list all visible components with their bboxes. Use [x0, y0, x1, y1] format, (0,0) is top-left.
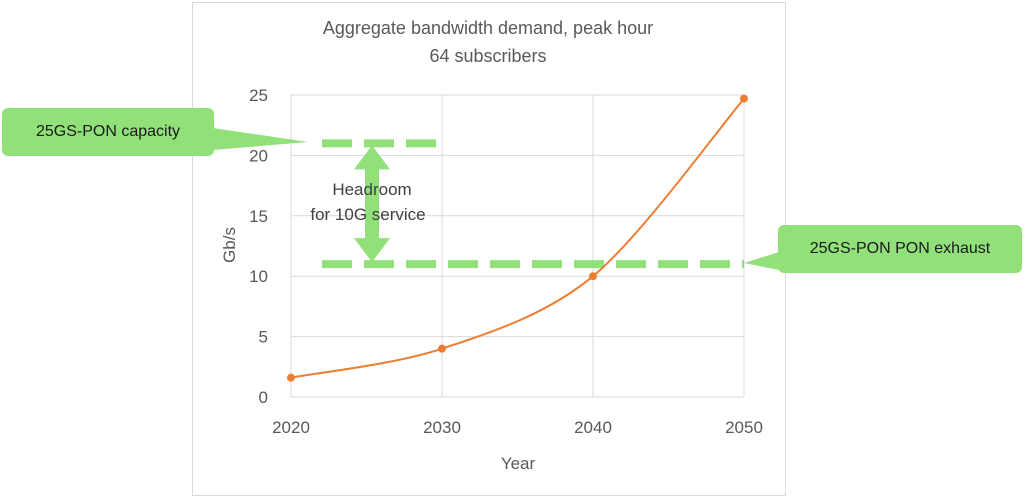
y-tick-label: 10 — [249, 267, 268, 286]
exhaust-callout-pointer — [744, 252, 779, 270]
callout-capacity: 25GS-PON capacity — [2, 108, 214, 156]
x-tick-label: 2040 — [574, 418, 612, 437]
chart-subtitle: 64 subscribers — [429, 46, 546, 66]
demand-point — [287, 373, 295, 382]
headroom-annotation: Headroom for 10G service — [310, 145, 426, 263]
y-tick-label: 25 — [249, 86, 268, 105]
demand-point — [438, 344, 446, 353]
headroom-arrow-down — [354, 238, 390, 263]
gridlines — [290, 94, 745, 398]
demand-point — [740, 94, 748, 103]
y-tick-label: 20 — [249, 146, 268, 165]
callout-capacity-label: 25GS-PON capacity — [35, 123, 181, 140]
demand-line — [290, 97, 745, 379]
reference-lines — [213, 128, 779, 270]
chart-title: Aggregate bandwidth demand, peak hour — [323, 18, 653, 38]
x-tick-label: 2050 — [725, 418, 763, 437]
demand-point — [589, 272, 597, 281]
x-axis-title: Year — [501, 454, 536, 473]
x-tick-label: 2020 — [272, 418, 310, 437]
y-tick-label: 15 — [249, 207, 268, 226]
headroom-arrow-up — [354, 145, 390, 170]
headroom-arrow-shaft — [365, 167, 379, 241]
callout-exhaust-label: 25GS-PON PON exhaust — [809, 240, 991, 257]
y-tick-label: 0 — [259, 388, 268, 407]
y-axis-title: Gb/s — [220, 227, 239, 263]
x-tick-label: 2030 — [423, 418, 461, 437]
axis-labels: 0 5 10 15 20 25 2020 2030 2040 2050 — [249, 86, 763, 437]
headroom-label-line2: for 10G service — [310, 205, 425, 224]
y-tick-label: 5 — [259, 328, 268, 347]
series-layer — [287, 94, 748, 382]
capacity-callout-pointer — [213, 128, 308, 150]
headroom-label-line1: Headroom — [332, 180, 411, 199]
callout-exhaust: 25GS-PON PON exhaust — [778, 225, 1022, 273]
